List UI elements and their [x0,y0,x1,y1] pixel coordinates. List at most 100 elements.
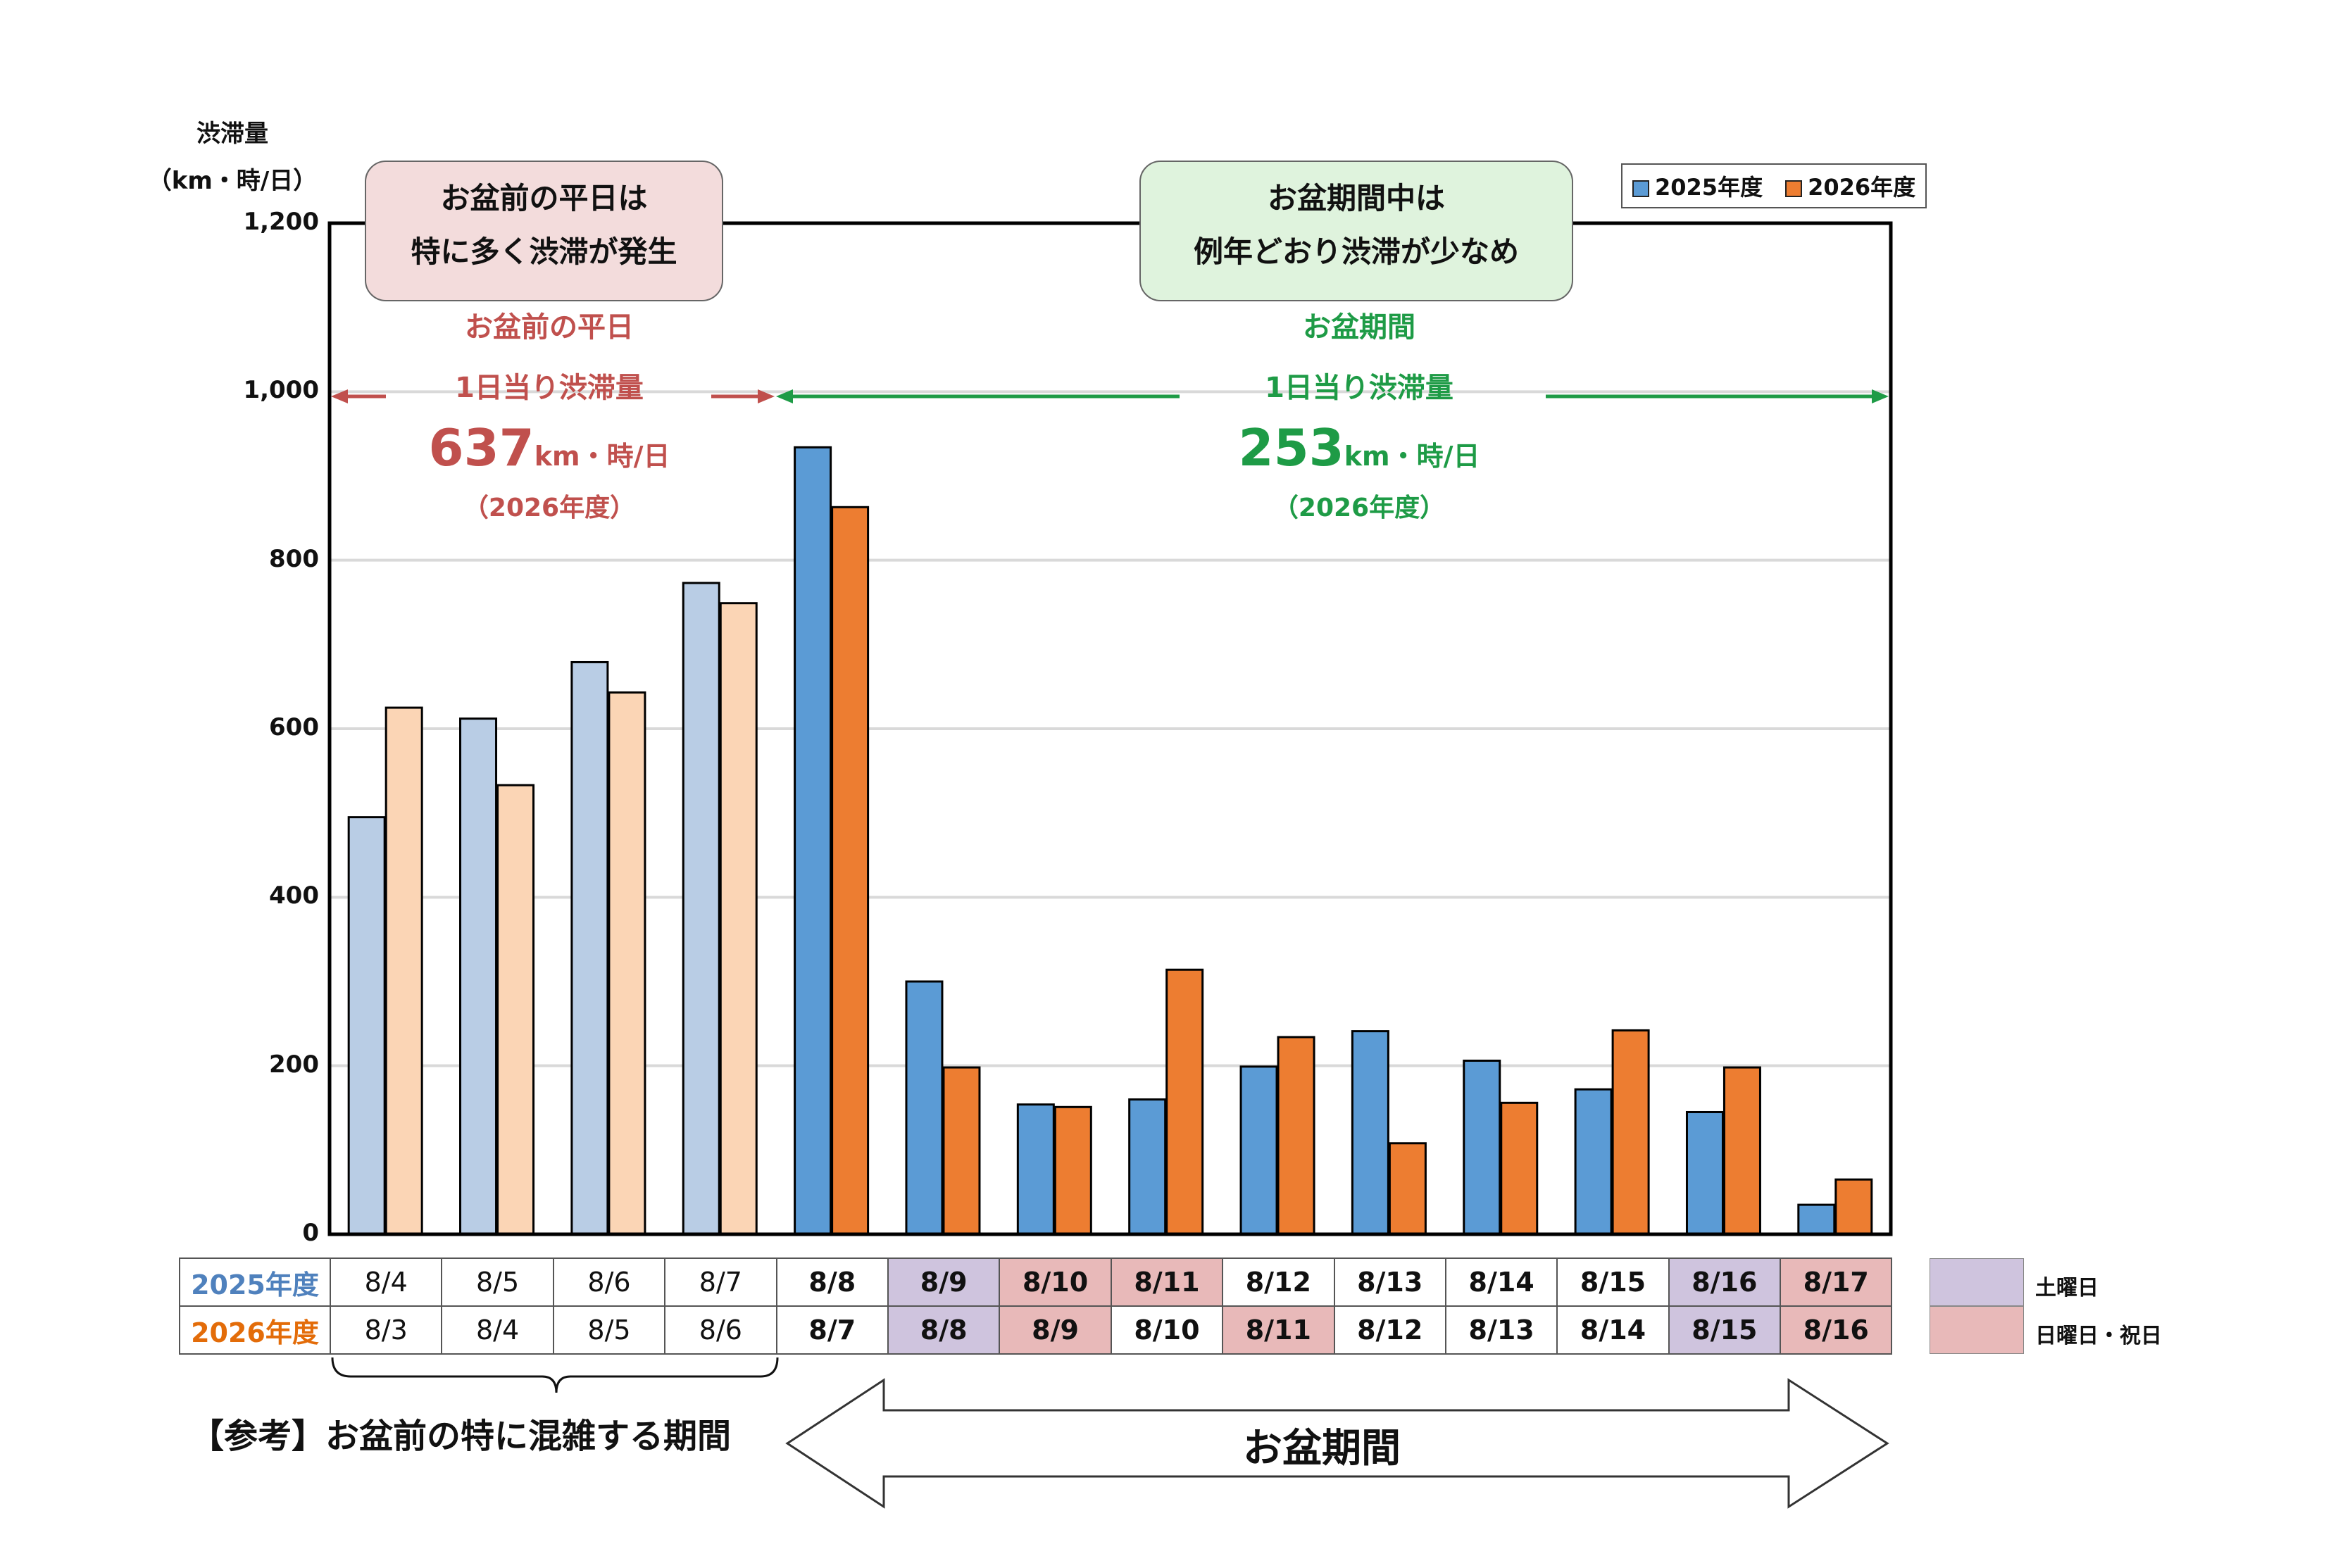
y-axis-title-line2: （km・時/日） [147,167,318,195]
date-cell: 8/10 [1110,1305,1224,1355]
date-cell: 8/4 [329,1257,443,1307]
bar-2026年度-12 [1611,1029,1650,1236]
annotation-weekday: お盆前の平日 1日当り渋滞量 637km・時/日 （2026年度） [373,304,725,524]
y-tick-label: 800 [269,544,319,573]
date-cell: 8/9 [999,1305,1112,1355]
y-axis-title-line1: 渋滞量 [196,120,268,148]
bar-2026年度-7 [1053,1105,1092,1236]
bar-2026年度-1 [384,706,423,1236]
date-cell: 8/3 [329,1305,443,1355]
note-obon-congestion: お盆期間中は 例年どおり渋滞が少なめ [1139,161,1573,301]
note-right-line1: お盆期間中は [1267,181,1445,215]
date-cell: 8/5 [441,1257,554,1307]
annotation-obon-subtitle: 1日当り渋滞量 [1265,372,1453,404]
legend-swatch-2025 [1632,180,1649,197]
annotation-obon-year: （2026年度） [1273,494,1446,522]
bar-2026年度-14 [1834,1178,1873,1236]
legend-swatch-2026 [1785,180,1803,197]
y-tick-label: 200 [269,1050,319,1079]
bar-2025年度-4 [682,582,720,1236]
obon-period-arrow [785,1378,1889,1509]
annotation-obon-value: 253 [1238,418,1344,477]
bar-2026年度-9 [1277,1036,1315,1236]
row-label-2026: 2026年度 [179,1305,331,1355]
annotation-weekday-value-row: 637km・時/日 [373,418,725,477]
key-saturday-swatch [1930,1258,2024,1306]
left-period-arrows [331,389,775,403]
date-cell: 8/7 [775,1305,889,1355]
bar-2026年度-3 [608,691,646,1236]
legend-label-2026: 2026年度 [1808,174,1916,201]
row-label-2025: 2025年度 [179,1257,331,1307]
key-holiday-swatch [1930,1306,2024,1354]
date-cell: 8/13 [1444,1305,1558,1355]
y-tick-label: 0 [302,1219,319,1247]
date-cell: 8/8 [775,1257,889,1307]
date-cell: 8/13 [1333,1257,1446,1307]
date-cell: 8/12 [1333,1305,1446,1355]
bar-2025年度-11 [1463,1059,1501,1236]
annotation-weekday-year: （2026年度） [463,494,636,522]
key-holiday-label: 日曜日・祝日 [2035,1324,2162,1348]
y-tick-label: 1,200 [243,208,319,236]
bar-2025年度-1 [347,816,386,1236]
date-cell: 8/17 [1780,1257,1893,1307]
date-cell: 8/4 [441,1305,554,1355]
y-axis-title: 渋滞量 （km・時/日） [141,114,324,196]
bar-2025年度-13 [1685,1110,1724,1236]
date-table: 2025年度 8/4 8/5 8/6 8/7 8/8 8/9 8/10 8/11 8/12 8/1… [179,1257,1893,1355]
annotation-obon-value-row: 253km・時/日 [1183,418,1535,477]
y-tick-label: 1,000 [243,376,319,405]
bar-2025年度-2 [459,717,498,1236]
bar-2025年度-12 [1574,1088,1613,1236]
bar-2025年度-6 [905,980,944,1236]
date-cell: 8/15 [1556,1257,1670,1307]
date-row-2025: 2025年度 8/4 8/5 8/6 8/7 8/8 8/9 8/10 8/11 8/12 8/1… [179,1257,1893,1307]
annotation-weekday-unit: km・時/日 [534,441,670,472]
bar-2026年度-5 [831,506,870,1236]
date-cell: 8/14 [1444,1257,1558,1307]
date-cell: 8/11 [1110,1257,1224,1307]
bar-2025年度-3 [570,660,609,1236]
date-cell: 8/11 [1222,1305,1335,1355]
bar-2026年度-13 [1722,1066,1761,1236]
note-weekday-congestion: お盆前の平日は 特に多く渋滞が発生 [365,161,723,301]
y-tick-label: 600 [269,713,319,741]
date-cell: 8/16 [1780,1305,1893,1355]
annotation-obon: お盆期間 1日当り渋滞量 253km・時/日 （2026年度） [1183,304,1535,524]
reference-period-label: 【参考】お盆前の特に混雑する期間 [190,1417,732,1456]
annotation-weekday-value: 637 [428,418,534,477]
bar-2026年度-8 [1165,968,1204,1236]
bar-2026年度-10 [1388,1142,1427,1236]
bar-2025年度-14 [1797,1203,1836,1236]
key-saturday-label: 土曜日 [2035,1276,2099,1300]
legend-label-2025: 2025年度 [1655,174,1763,201]
date-cell: 8/6 [664,1305,777,1355]
annotation-obon-unit: km・時/日 [1344,441,1480,472]
annotation-weekday-subtitle: 1日当り渋滞量 [455,372,644,404]
date-cell: 8/16 [1668,1257,1782,1307]
date-cell: 8/7 [664,1257,777,1307]
bar-2026年度-4 [719,602,758,1236]
bar-2025年度-10 [1351,1030,1389,1236]
date-cell: 8/15 [1668,1305,1782,1355]
reference-period-bracket [331,1357,779,1393]
bar-2025年度-7 [1016,1103,1055,1236]
annotation-obon-title: お盆期間 [1303,311,1415,344]
date-cell: 8/5 [552,1305,666,1355]
date-cell: 8/9 [887,1257,1001,1307]
legend-item-2026: 2026年度 [1785,170,1915,202]
chart-legend: 2025年度 2026年度 [1621,163,1927,208]
date-cell: 8/14 [1556,1305,1670,1355]
annotation-weekday-title: お盆前の平日 [465,311,634,344]
y-tick-label: 400 [269,882,319,910]
note-right-line2: 例年どおり渋滞が少なめ [1193,234,1519,269]
note-left-line1: お盆前の平日は [440,181,648,215]
obon-period-arrows [776,389,1889,403]
legend-item-2025: 2025年度 [1632,170,1763,202]
bar-2025年度-8 [1128,1098,1167,1236]
bar-2026年度-11 [1500,1101,1539,1236]
date-cell: 8/10 [999,1257,1112,1307]
date-cell: 8/6 [552,1257,666,1307]
